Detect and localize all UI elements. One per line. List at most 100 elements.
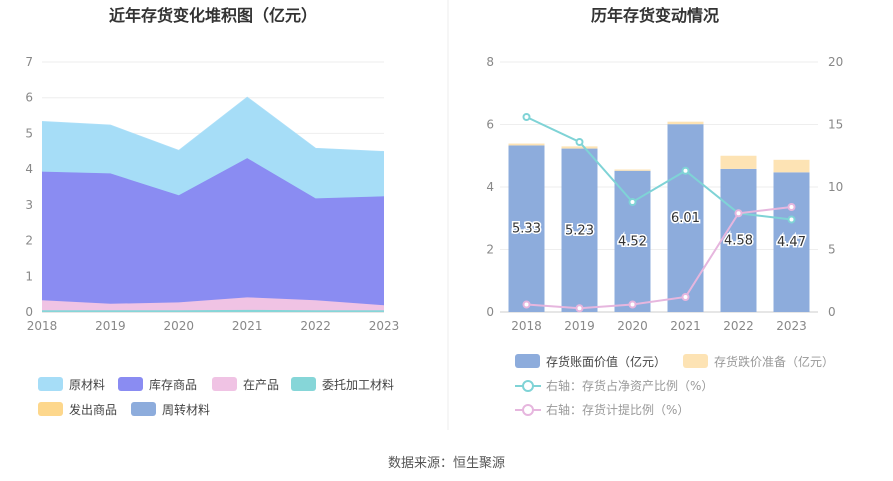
- data-label: 5.23: [565, 223, 594, 238]
- y-tick-label: 6: [486, 118, 494, 132]
- line-point: [575, 304, 584, 313]
- legend-label: 原材料: [69, 378, 105, 392]
- bar-impairment-reserve: [667, 121, 704, 125]
- area-series: [41, 96, 385, 312]
- line-point: [787, 215, 796, 224]
- y-tick-label: 1: [25, 269, 33, 283]
- legend-label: 右轴：存货计提比例（%）: [546, 402, 689, 417]
- x-axis: 2018 2019 2020 2021 2022 2023: [27, 319, 400, 333]
- y-axis: 0 1 2 3 4 5 6 7: [25, 55, 33, 319]
- x-tick-label: 2019: [564, 319, 595, 333]
- data-label: 4.52: [618, 234, 647, 249]
- y-tick-label: 3: [25, 198, 33, 212]
- legend-label: 发出商品: [69, 402, 117, 417]
- x-tick-label: 2023: [776, 319, 807, 333]
- bar-book-value: [773, 172, 810, 312]
- line-point: [522, 113, 531, 121]
- legend-label: 库存商品: [149, 377, 197, 392]
- legend-label: 存货账面价值（亿元）: [546, 354, 666, 369]
- x-tick-label: 2020: [617, 319, 648, 333]
- bar-impairment-reserve: [614, 169, 651, 171]
- legend-swatch: [212, 377, 237, 391]
- legend-label: 委托加工材料: [322, 378, 394, 392]
- bar-book-value: [508, 145, 545, 312]
- source-note: 数据来源：恒生聚源: [387, 456, 505, 471]
- legend-label: 右轴：存货占净资产比例（%）: [546, 378, 713, 393]
- bar-book-value: [561, 148, 598, 312]
- line-右轴：存货占净资产比例（%）: [526, 116, 792, 221]
- legend-swatch: [131, 402, 156, 416]
- line-series: [522, 113, 796, 313]
- legend-swatch: [118, 377, 143, 391]
- data-label: 6.01: [671, 211, 700, 226]
- legend-swatch: [683, 354, 708, 368]
- y-axis-left: 0 2 4 6 8: [486, 55, 494, 319]
- area-在产品: [42, 297, 384, 311]
- line-point: [681, 293, 690, 301]
- y-tick-label: 0: [25, 305, 33, 319]
- bar-impairment-reserve: [561, 146, 598, 149]
- y2-tick-label: 20: [828, 55, 843, 69]
- line-point: [628, 198, 637, 206]
- y2-tick-label: 0: [828, 305, 836, 319]
- legend-label: 在产品: [243, 378, 279, 392]
- legend-label: 存货跌价准备（亿元）: [714, 354, 834, 369]
- x-tick-label: 2022: [723, 319, 754, 333]
- y-tick-label: 7: [25, 55, 33, 69]
- y-tick-label: 5: [25, 126, 33, 140]
- line-右轴：存货计提比例（%）: [526, 206, 792, 310]
- legend-marker: [522, 380, 534, 392]
- bar-impairment-reserve: [773, 159, 810, 173]
- data-label: 4.58: [724, 233, 753, 248]
- line-point: [522, 300, 531, 309]
- area-库存商品: [42, 158, 384, 306]
- area-原材料: [42, 97, 384, 199]
- y-tick-label: 2: [25, 234, 33, 248]
- legend-swatch: [38, 377, 63, 391]
- y-axis-right: 0 5 10 15 20: [828, 55, 843, 319]
- data-label: 5.33: [512, 222, 541, 237]
- legend-swatch: [515, 354, 540, 368]
- line-point: [628, 300, 637, 309]
- x-tick-label: 2021: [232, 319, 263, 333]
- x-tick-label: 2019: [95, 319, 126, 333]
- y2-tick-label: 15: [828, 118, 843, 132]
- x-tick-label: 2023: [369, 319, 400, 333]
- bar-impairment-reserve: [720, 155, 757, 169]
- x-tick-label: 2018: [27, 319, 58, 333]
- x-tick-label: 2021: [670, 319, 701, 333]
- y-tick-label: 6: [25, 91, 33, 105]
- legend-label: 周转材料: [162, 402, 210, 417]
- y-tick-label: 2: [486, 243, 494, 257]
- x-tick-label: 2020: [164, 319, 195, 333]
- y-tick-label: 8: [486, 55, 494, 69]
- data-label: 4.47: [777, 235, 806, 250]
- chart-title: 近年存货变化堆积图（亿元）: [109, 6, 317, 25]
- bar-book-value: [720, 168, 757, 312]
- line-point: [681, 166, 690, 175]
- legend: 存货账面价值（亿元） 存货跌价准备（亿元）右轴：存货占净资产比例（%） 右轴：存货计…: [515, 354, 834, 417]
- bar-impairment-reserve: [508, 143, 545, 146]
- area-edge-原材料: [41, 96, 385, 153]
- y-tick-label: 0: [486, 305, 494, 319]
- line-point: [575, 138, 584, 146]
- legend-swatch: [38, 402, 63, 416]
- chart-title: 历年存货变动情况: [591, 6, 719, 25]
- legend-swatch: [291, 377, 316, 391]
- x-axis: 2018 2019 2020 2021 2022 2023: [511, 319, 807, 333]
- line-point: [734, 209, 743, 218]
- y2-tick-label: 5: [828, 243, 836, 257]
- y-tick-label: 4: [25, 162, 33, 176]
- bar-book-value: [667, 124, 704, 312]
- y2-tick-label: 10: [828, 180, 843, 194]
- bar-series: [508, 121, 810, 312]
- data-labels: 5.33 5.23 4.52 6.01 4.58 4.47: [511, 210, 808, 252]
- line-point: [787, 203, 796, 211]
- y-tick-label: 4: [486, 180, 494, 194]
- x-tick-label: 2022: [300, 319, 331, 333]
- bar-line-combo-chart: 历年存货变动情况 5.33 5.234.526.014.58 4.47 02468 …: [486, 6, 843, 417]
- x-tick-label: 2018: [511, 319, 542, 333]
